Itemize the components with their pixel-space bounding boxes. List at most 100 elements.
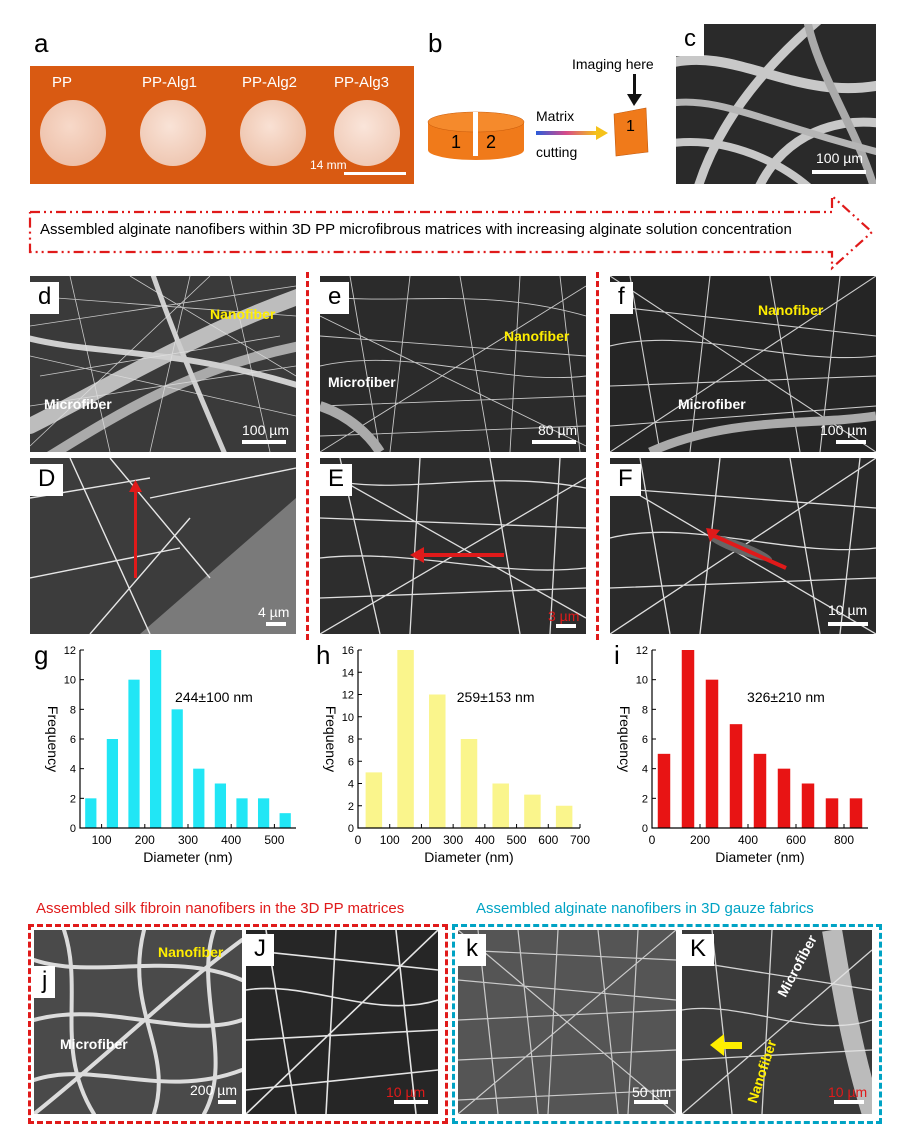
panel-E-scale-bar	[556, 624, 576, 628]
panel-k-scale-bar	[634, 1100, 668, 1104]
panel-e-scale-bar	[532, 440, 576, 444]
panel-J-scale-bar	[394, 1100, 428, 1104]
y-tick-label: 0	[642, 823, 648, 835]
histogram-g-svg: 0 2 4 6 8 10 12 100 200 300 400 500 Diameter (nm) Fre…	[45, 645, 296, 865]
histogram-g: 0 2 4 6 8 10 12 100 200 300 400 500 Diameter (nm) Fre…	[30, 640, 306, 876]
panel-K-sem-image: Microfiber Nanofiber 10 µm	[682, 930, 872, 1114]
sample-label-pp-alg3: PP-Alg3	[334, 74, 390, 91]
piece-label-1: 1	[626, 118, 635, 135]
x-axis-label: Diameter (nm)	[715, 849, 804, 865]
y-tick-label: 4	[348, 779, 354, 791]
y-tick-label: 6	[642, 734, 648, 746]
panel-F-scale-text: 10 µm	[828, 602, 868, 618]
histogram-h: 0 2 4 6 8 10 12 14 16 0 100 200 300 400 500 600 700 Diame…	[316, 640, 598, 876]
histogram-bar	[171, 709, 183, 828]
panel-E-sem-image: 3 µm	[320, 458, 586, 634]
x-tick-label: 200	[690, 833, 710, 847]
y-axis-label: Frequency	[617, 706, 633, 772]
histogram-bar	[825, 798, 839, 828]
y-tick-label: 2	[70, 793, 76, 805]
panel-k-scale-text: 50 µm	[632, 1084, 672, 1100]
y-axis-label: Frequency	[45, 706, 61, 772]
x-axis-label: Diameter (nm)	[424, 849, 513, 865]
x-tick-label: 200	[135, 833, 155, 847]
y-tick-label: 0	[348, 823, 354, 835]
histogram-bar	[681, 650, 695, 828]
disc-label-1: 1	[451, 132, 462, 152]
panel-label-k: k	[458, 934, 486, 966]
banner-text: Assembled alginate nanofibers within 3D …	[40, 221, 792, 238]
caption-gauze: Assembled alginate nanofibers in 3D gauz…	[476, 900, 814, 917]
x-tick-label: 400	[475, 833, 495, 847]
arrow-label-cutting: cutting	[536, 144, 578, 160]
x-tick-label: 200	[411, 833, 431, 847]
panel-a-scale-text: 14 mm	[310, 158, 347, 172]
x-tick-label: 300	[443, 833, 463, 847]
x-tick-label: 0	[649, 833, 656, 847]
panel-c-scale-text: 100 µm	[816, 150, 863, 166]
histogram-bar	[365, 772, 383, 828]
panel-J-scale-text: 10 µm	[386, 1084, 426, 1100]
mean-diameter-annotation: 259±153 nm	[457, 689, 535, 705]
x-tick-label: 700	[570, 833, 590, 847]
panel-E-scale-text: 3 µm	[548, 608, 580, 624]
sample-label-pp: PP	[52, 74, 73, 91]
panel-e-nanofiber-label: Nanofiber	[504, 328, 570, 344]
panel-label-i: i	[614, 640, 620, 670]
panel-label-e: e	[320, 282, 350, 314]
panel-j-scale-bar	[218, 1100, 236, 1104]
panel-j-microfiber-label: Microfiber	[60, 1036, 128, 1052]
imaging-here-label: Imaging here	[572, 56, 654, 72]
panel-label-c: c	[676, 24, 704, 56]
x-tick-label: 500	[507, 833, 527, 847]
histogram-bar	[705, 679, 719, 828]
histogram-bar	[193, 768, 205, 828]
column-separator-2	[596, 272, 599, 640]
y-tick-label: 6	[70, 734, 76, 746]
panel-k-sem-image: 50 µm	[458, 930, 676, 1114]
x-tick-label: 400	[738, 833, 758, 847]
panel-label-D: D	[30, 464, 64, 496]
panel-label-h: h	[316, 640, 331, 670]
histogram-bar	[729, 724, 743, 828]
histogram-bar	[657, 753, 671, 828]
y-tick-label: 4	[642, 764, 648, 776]
panel-f-scale-bar	[836, 440, 866, 444]
x-tick-label: 600	[786, 833, 806, 847]
y-tick-label: 14	[342, 667, 354, 679]
x-tick-label: 0	[355, 833, 362, 847]
panel-label-g: g	[34, 640, 49, 670]
x-axis-label: Diameter (nm)	[143, 849, 232, 865]
bottom-right-frame	[452, 924, 882, 1124]
panel-e-scale-text: 80 µm	[538, 422, 578, 438]
column-separator-1	[306, 272, 309, 640]
y-tick-label: 10	[64, 675, 76, 687]
bottom-left-frame	[28, 924, 448, 1124]
panel-F-sem-image: 10 µm	[610, 458, 876, 634]
histogram-bar	[801, 783, 815, 828]
x-tick-label: 800	[834, 833, 854, 847]
y-tick-label: 10	[342, 712, 354, 724]
mean-diameter-annotation: 244±100 nm	[175, 689, 253, 705]
panel-label-F: F	[610, 464, 641, 496]
panel-F-scale-bar	[828, 622, 868, 626]
histogram-bar	[279, 813, 291, 828]
y-tick-label: 6	[348, 756, 354, 768]
histogram-bar	[555, 805, 573, 828]
panel-label-f: f	[610, 282, 633, 314]
banner-arrow-frame	[28, 193, 874, 271]
panel-d-scale-text: 100 µm	[242, 422, 289, 438]
histogram-h-svg: 0 2 4 6 8 10 12 14 16 0 100 200 300 400 500 600 700 Diame…	[323, 645, 590, 865]
y-tick-label: 0	[70, 823, 76, 835]
y-tick-label: 2	[348, 801, 354, 813]
panel-label-J: J	[246, 934, 274, 966]
panel-j-nanofiber-label: Nanofiber	[158, 944, 224, 960]
panel-J-sem-image: 10 µm	[246, 930, 438, 1114]
histogram-bar	[849, 798, 863, 828]
y-tick-label: 16	[342, 645, 354, 657]
y-axis-label: Frequency	[323, 706, 339, 772]
histogram-bar	[429, 694, 446, 828]
panel-K-scale-bar	[834, 1100, 864, 1104]
panel-a-photo: PP PP-Alg1 PP-Alg2 PP-Alg3 14 mm	[30, 66, 414, 184]
panel-f-microfiber-label: Microfiber	[678, 396, 746, 412]
